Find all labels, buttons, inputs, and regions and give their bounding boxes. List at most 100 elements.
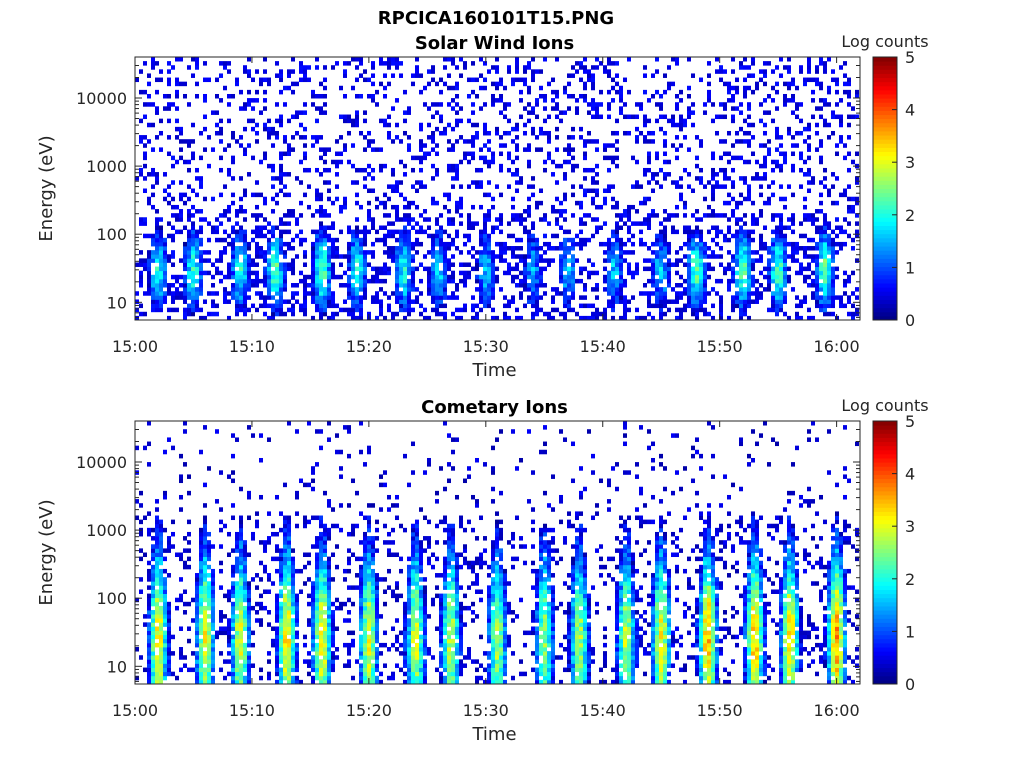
heatmap-cell — [139, 270, 143, 276]
heatmap-cell — [851, 303, 855, 309]
heatmap-cell — [231, 634, 235, 640]
heatmap-cell — [491, 270, 495, 276]
heatmap-cell — [479, 184, 483, 189]
heatmap-cell — [211, 573, 215, 578]
heatmap-cell — [231, 250, 235, 255]
heatmap-cell — [567, 287, 571, 292]
heatmap-cell — [775, 126, 779, 132]
heatmap-cell — [251, 229, 255, 235]
heatmap-cell — [351, 307, 355, 313]
heatmap-cell — [195, 679, 199, 685]
heatmap-cell — [587, 188, 591, 194]
heatmap-cell — [235, 233, 239, 239]
heatmap-cell — [807, 126, 811, 132]
heatmap-cell — [855, 89, 859, 95]
heatmap-cell — [167, 69, 171, 74]
heatmap-cell — [279, 155, 283, 161]
heatmap-cell — [163, 188, 167, 194]
heatmap-cell — [663, 143, 667, 148]
heatmap-cell — [391, 184, 395, 189]
heatmap-cell — [555, 93, 559, 99]
heatmap-cell — [831, 295, 835, 300]
heatmap-cell — [623, 241, 627, 247]
heatmap-cell — [767, 278, 771, 284]
heatmap-cell — [235, 295, 239, 300]
heatmap-cell — [319, 295, 323, 300]
heatmap-cell — [715, 291, 719, 296]
heatmap-cell — [559, 163, 563, 169]
heatmap-cell — [147, 254, 151, 259]
heatmap-cell — [743, 303, 747, 309]
heatmap-cell — [339, 209, 343, 214]
heatmap-cell — [259, 675, 263, 681]
heatmap-cell — [631, 250, 635, 255]
heatmap-cell — [191, 139, 195, 144]
heatmap-cell — [819, 200, 823, 206]
heatmap-cell — [431, 65, 435, 70]
heatmap-cell — [615, 254, 619, 259]
heatmap-cell — [595, 287, 599, 292]
heatmap-cell — [279, 651, 283, 656]
heatmap-cell — [355, 315, 359, 321]
heatmap-cell — [199, 577, 203, 582]
heatmap-cell — [259, 457, 263, 463]
heatmap-cell — [159, 77, 163, 83]
heatmap-cell — [643, 217, 647, 222]
heatmap-cell — [491, 295, 495, 300]
heatmap-cell — [755, 299, 759, 304]
heatmap-cell — [155, 634, 159, 640]
heatmap-cell — [667, 270, 671, 276]
heatmap-cell — [623, 295, 627, 300]
heatmap-cell — [815, 65, 819, 70]
heatmap-cell — [855, 196, 859, 202]
heatmap-cell — [479, 167, 483, 173]
heatmap-cell — [747, 258, 751, 263]
heatmap-cell — [271, 295, 275, 300]
heatmap-cell — [155, 593, 159, 599]
heatmap-cell — [199, 552, 203, 558]
heatmap-cell — [675, 258, 679, 263]
heatmap-cell — [391, 73, 395, 78]
heatmap-cell — [539, 295, 543, 300]
heatmap-cell — [351, 315, 355, 321]
heatmap-cell — [155, 515, 159, 521]
heatmap-cell — [279, 217, 283, 222]
heatmap-cell — [227, 291, 231, 296]
heatmap-cell — [175, 278, 179, 284]
heatmap-cell — [499, 163, 503, 169]
heatmap-cell — [235, 254, 239, 259]
heatmap-cell — [219, 610, 223, 615]
heatmap-cell — [347, 130, 351, 136]
heatmap-cell — [195, 246, 199, 251]
heatmap-cell — [195, 671, 199, 677]
heatmap-cell — [239, 610, 243, 615]
heatmap-cell — [819, 85, 823, 91]
colorbar-swatch — [873, 262, 897, 268]
heatmap-cell — [223, 523, 227, 529]
heatmap-cell — [247, 610, 251, 615]
heatmap-cell — [323, 258, 327, 263]
colorbar-swatch — [873, 73, 897, 79]
heatmap-cell — [679, 283, 683, 288]
heatmap-cell — [227, 172, 231, 177]
heatmap-cell — [271, 241, 275, 247]
panel-solar-wind: 15:00 15:10 15:20 15:30 15:40 15:50 16:0010100… — [36, 32, 929, 381]
heatmap-cell — [587, 110, 591, 115]
heatmap-cell — [591, 200, 595, 206]
heatmap-cell — [531, 270, 535, 276]
heatmap-cell — [647, 246, 651, 251]
heatmap-cell — [791, 110, 795, 115]
heatmap-cell — [475, 303, 479, 309]
heatmap-cell — [499, 217, 503, 222]
heatmap-cell — [759, 176, 763, 181]
heatmap-cell — [655, 172, 659, 177]
heatmap-cell — [647, 295, 651, 300]
heatmap-cell — [531, 106, 535, 111]
heatmap-cell — [567, 229, 571, 235]
heatmap-cell — [351, 295, 355, 300]
heatmap-cell — [731, 114, 735, 120]
heatmap-cell — [731, 98, 735, 103]
heatmap-cell — [403, 295, 407, 300]
heatmap-cell — [691, 303, 695, 309]
heatmap-cell — [679, 246, 683, 251]
